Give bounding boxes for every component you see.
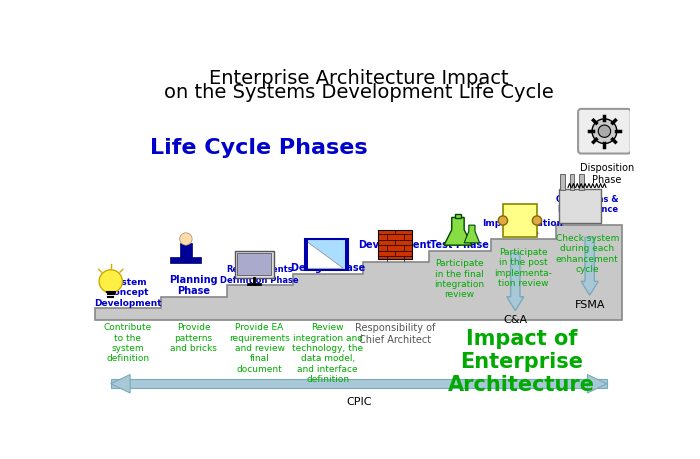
- Circle shape: [598, 126, 610, 138]
- FancyArrow shape: [581, 238, 598, 296]
- Polygon shape: [95, 226, 622, 320]
- Text: C&A: C&A: [503, 315, 527, 325]
- Text: Life Cycle Phases: Life Cycle Phases: [150, 138, 367, 158]
- Circle shape: [99, 270, 122, 293]
- FancyBboxPatch shape: [503, 205, 537, 237]
- Text: Impact of
Enterprise
Architecture: Impact of Enterprise Architecture: [448, 328, 595, 394]
- Text: Requirements
Definition Phase: Requirements Definition Phase: [220, 265, 299, 284]
- Circle shape: [592, 120, 617, 144]
- FancyBboxPatch shape: [578, 110, 631, 154]
- Text: Responsibility of
Chief Architect: Responsibility of Chief Architect: [355, 323, 435, 344]
- Text: Provide
patterns
and bricks: Provide patterns and bricks: [170, 323, 217, 352]
- FancyBboxPatch shape: [345, 240, 348, 270]
- FancyBboxPatch shape: [234, 251, 274, 278]
- Text: on the Systems Development Life Cycle: on the Systems Development Life Cycle: [164, 83, 554, 102]
- FancyBboxPatch shape: [560, 174, 565, 191]
- Text: Enterprise Architecture Impact: Enterprise Architecture Impact: [209, 69, 509, 88]
- Polygon shape: [587, 375, 607, 393]
- FancyArrow shape: [507, 253, 524, 311]
- Text: Review
integration and
technology, the
data model,
and interface
definition: Review integration and technology, the d…: [292, 323, 363, 383]
- FancyBboxPatch shape: [170, 257, 202, 263]
- Text: Provide EA
requirements
and review
final
document: Provide EA requirements and review final…: [229, 323, 290, 373]
- Text: Participate
in the final
integration
review: Participate in the final integration rev…: [435, 259, 484, 299]
- FancyBboxPatch shape: [111, 379, 607, 388]
- FancyBboxPatch shape: [559, 190, 601, 224]
- Circle shape: [180, 233, 192, 246]
- Polygon shape: [444, 218, 472, 246]
- Text: Contribute
to the
system
definition: Contribute to the system definition: [104, 323, 152, 363]
- Text: Participate
in the post
implementa-
tion review: Participate in the post implementa- tion…: [494, 247, 552, 287]
- Text: FSMA: FSMA: [575, 299, 605, 309]
- FancyBboxPatch shape: [304, 240, 348, 270]
- Text: System
Concept
Development: System Concept Development: [94, 277, 162, 307]
- Text: Operations &
Maintenance
Phase: Operations & Maintenance Phase: [556, 194, 619, 224]
- FancyBboxPatch shape: [570, 174, 574, 191]
- FancyBboxPatch shape: [237, 253, 271, 275]
- Circle shape: [498, 217, 508, 226]
- Polygon shape: [111, 375, 130, 393]
- FancyBboxPatch shape: [378, 230, 412, 259]
- Polygon shape: [464, 226, 480, 243]
- Text: Planning
Phase: Planning Phase: [169, 274, 218, 296]
- FancyBboxPatch shape: [579, 174, 584, 191]
- Text: Development
Phase: Development Phase: [358, 240, 432, 261]
- FancyBboxPatch shape: [455, 215, 461, 219]
- Text: Disposition
Phase: Disposition Phase: [580, 162, 634, 184]
- Circle shape: [533, 217, 542, 226]
- Polygon shape: [307, 242, 343, 269]
- Text: Implementation
Phase: Implementation Phase: [482, 218, 564, 238]
- FancyBboxPatch shape: [304, 240, 307, 270]
- Text: Design Phase: Design Phase: [290, 263, 365, 273]
- Text: CPIC: CPIC: [346, 396, 372, 406]
- FancyBboxPatch shape: [180, 243, 192, 259]
- Text: Check system
during each
enhancement
cycle: Check system during each enhancement cyc…: [556, 233, 619, 274]
- Text: Test Phase: Test Phase: [430, 240, 489, 250]
